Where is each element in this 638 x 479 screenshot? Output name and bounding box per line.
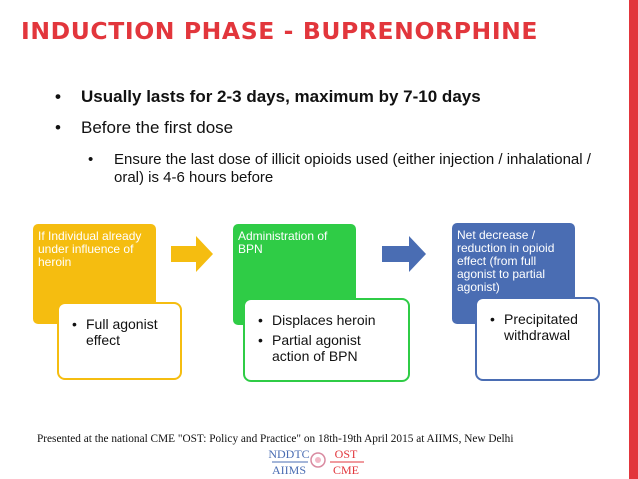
bullet-dot: •: [55, 118, 61, 137]
bullet-duration: • Usually lasts for 2-3 days, maximum by …: [55, 87, 481, 107]
bullet-dot: •: [55, 87, 61, 106]
step1-result-item: Full agonist effect: [72, 316, 172, 348]
bullet-first-dose: • Before the first dose: [55, 118, 233, 138]
bullet-dot: •: [88, 151, 94, 168]
step1-header-text: If Individual already under influence of…: [38, 229, 142, 269]
right-arrow-icon: [382, 236, 426, 272]
nddtc-ost-logo: NDDTC OST AIIMS CME: [268, 447, 364, 477]
step2-result-item: Displaces heroin: [258, 312, 400, 328]
presentation-footer: Presented at the national CME "OST: Poli…: [37, 433, 514, 445]
sub-bullet-last-dose-text: Ensure the last dose of illicit opioids …: [114, 151, 591, 186]
step3-result-item: Precipitated withdrawal: [490, 311, 590, 343]
sub-bullet-last-dose: • Ensure the last dose of illicit opioids…: [88, 151, 593, 187]
right-arrow-icon: [171, 236, 213, 272]
step2-result-item: Partial agonist action of BPN: [258, 332, 400, 364]
logo-ost: OST: [335, 447, 358, 461]
step3-header-text: Net decrease / reduction in opioid effec…: [457, 228, 555, 294]
logo-nddtc: NDDTC: [268, 447, 309, 461]
slide-title: INDUCTION PHASE - BUPRENORPHINE: [21, 17, 539, 45]
slide-accent-bar: [629, 0, 638, 479]
logo-aiims: AIIMS: [272, 463, 306, 477]
step2-header-text: Administration of BPN: [238, 229, 328, 256]
bullet-first-dose-text: Before the first dose: [81, 118, 234, 137]
bullet-duration-text: Usually lasts for 2-3 days, maximum by 7…: [81, 87, 481, 106]
step1-result-box: Full agonist effect: [57, 302, 182, 380]
step2-result-box: Displaces heroin Partial agonist action …: [243, 298, 410, 382]
logo-cme: CME: [333, 463, 359, 477]
step3-result-box: Precipitated withdrawal: [475, 297, 600, 381]
